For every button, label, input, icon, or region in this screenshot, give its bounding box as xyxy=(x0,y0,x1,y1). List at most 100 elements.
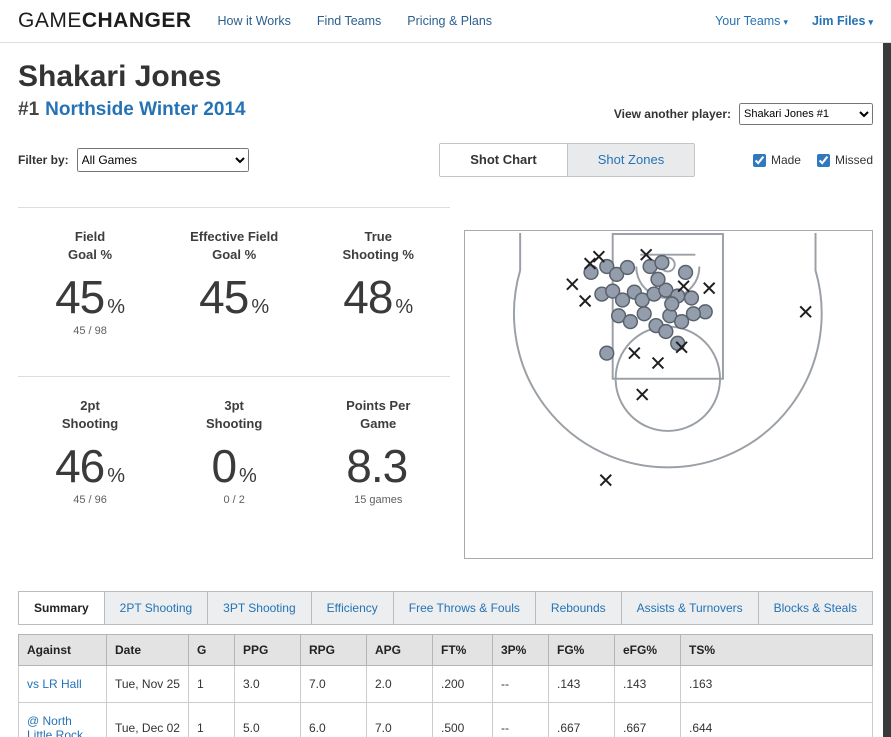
games-table: Against Date G PPG RPG APG FT% 3P% FG% e… xyxy=(18,634,873,737)
col-header-fgpct: FG% xyxy=(548,634,615,666)
logo-text-secondary: CHANGER xyxy=(81,9,192,32)
cell-rpg: 6.0 xyxy=(300,702,367,737)
view-another-label: View another player: xyxy=(613,107,731,121)
made-shot-marker xyxy=(620,259,636,276)
made-shot-marker xyxy=(686,306,702,322)
scrollbar[interactable] xyxy=(883,43,891,737)
stats-row-1: Field Goal % 45% 45 / 98 Effective Field… xyxy=(18,207,451,376)
missed-checkbox-label[interactable]: Missed xyxy=(816,153,873,167)
chevron-down-icon: ▾ xyxy=(868,17,873,27)
stat-field-goal-pct: Field Goal % 45% 45 / 98 xyxy=(18,228,162,338)
shot-chart-toggle[interactable]: Shot Chart xyxy=(439,144,567,176)
col-header-against: Against xyxy=(18,634,107,666)
made-missed-filters: Made Missed xyxy=(752,153,873,167)
missed-shot-marker xyxy=(584,257,597,270)
col-header-rpg: RPG xyxy=(300,634,367,666)
games-filter-select[interactable]: All Games xyxy=(76,148,249,172)
missed-shot-marker xyxy=(640,248,653,261)
stat-subtext: 45 / 96 xyxy=(73,494,107,506)
stat-unit: % xyxy=(251,296,270,318)
opponent-link[interactable]: @ North Little Rock xyxy=(18,702,107,737)
tab-3pt-shooting[interactable]: 3PT Shooting xyxy=(207,591,312,625)
made-shot-marker xyxy=(654,254,670,271)
made-shot-marker xyxy=(674,314,690,330)
stat-number: 45 xyxy=(199,271,249,323)
user-name-label: Jim Files xyxy=(811,14,866,28)
stat-unit: % xyxy=(239,465,257,487)
made-shot-marker xyxy=(658,282,674,298)
cell-ftpct: .200 xyxy=(432,665,493,703)
col-header-efgpct: eFG% xyxy=(614,634,681,666)
player-select[interactable]: Shakari Jones #1 xyxy=(739,103,873,125)
tab-summary[interactable]: Summary xyxy=(18,591,105,625)
missed-shot-marker xyxy=(579,294,592,308)
your-teams-menu[interactable]: Your Teams ▾ xyxy=(715,14,788,28)
made-shot-marker xyxy=(658,323,674,340)
missed-shot-marker xyxy=(593,250,606,263)
team-link[interactable]: Northside Winter 2014 xyxy=(45,99,246,120)
cell-ppg: 5.0 xyxy=(234,702,301,737)
tab-2pt-shooting[interactable]: 2PT Shooting xyxy=(103,591,209,625)
page-title: Shakari Jones xyxy=(18,60,222,93)
cell-ppg: 3.0 xyxy=(234,665,301,703)
player-subtitle: #1 Northside Winter 2014 xyxy=(18,99,873,121)
user-menu[interactable]: Jim Files ▾ xyxy=(812,14,873,28)
made-shot-marker xyxy=(664,296,680,312)
missed-shot-marker xyxy=(652,356,665,370)
cell-date: Tue, Nov 25 xyxy=(106,665,189,703)
tab-rebounds[interactable]: Rebounds xyxy=(534,591,622,625)
nav-link-pricing-plans[interactable]: Pricing & Plans xyxy=(407,14,493,28)
stat-number: 48 xyxy=(343,271,393,323)
stat-subtext xyxy=(306,325,450,338)
tab-blocks-steals[interactable]: Blocks & Steals xyxy=(757,591,873,625)
tab-assists-turnovers[interactable]: Assists & Turnovers xyxy=(620,591,759,625)
nav-right: Your Teams ▾ Jim Files ▾ xyxy=(715,14,873,28)
shots-layer xyxy=(566,248,813,487)
col-header-tspct: TS% xyxy=(680,634,873,666)
made-checkbox[interactable] xyxy=(752,153,766,167)
missed-shot-marker xyxy=(675,341,689,354)
missed-shot-marker xyxy=(799,305,813,318)
tab-efficiency[interactable]: Efficiency xyxy=(310,591,394,625)
cell-fgpct: .143 xyxy=(548,665,615,703)
made-shot-marker xyxy=(678,264,694,281)
col-header-apg: APG xyxy=(366,634,433,666)
nav-link-find-teams[interactable]: Find Teams xyxy=(316,14,382,28)
missed-shot-marker xyxy=(566,278,579,291)
stat-number: 8.3 xyxy=(346,440,408,492)
stat-subtext xyxy=(162,325,306,338)
stat-value: 46% xyxy=(18,443,162,489)
stat-label: 3pt Shooting xyxy=(205,398,263,431)
stat-number: 0 xyxy=(211,440,237,492)
stat-value: 48% xyxy=(306,274,450,320)
gamechanger-logo[interactable]: GAMECHANGER xyxy=(18,9,192,33)
player-header: Shakari Jones #1 Northside Winter 2014 Vi… xyxy=(0,43,891,125)
your-teams-label: Your Teams xyxy=(715,14,781,28)
filter-row: Filter by: All Games Shot Chart Shot Zon… xyxy=(0,143,891,177)
col-header-3ppct: 3P% xyxy=(492,634,549,666)
stat-unit: % xyxy=(395,296,414,318)
col-header-date: Date xyxy=(106,634,189,666)
stat-number: 46 xyxy=(55,440,105,492)
stat-effective-field-goal-pct: Effective Field Goal % 45% xyxy=(162,228,306,338)
missed-label: Missed xyxy=(834,153,873,167)
made-shot-marker xyxy=(636,306,653,322)
cell-date: Tue, Dec 02 xyxy=(106,702,189,737)
table-row: vs LR Hall Tue, Nov 25 1 3.0 7.0 2.0 .20… xyxy=(18,665,873,703)
cell-g: 1 xyxy=(188,665,235,703)
table-header-row: Against Date G PPG RPG APG FT% 3P% FG% e… xyxy=(18,634,873,666)
made-checkbox-label[interactable]: Made xyxy=(752,153,801,167)
cell-tspct: .644 xyxy=(680,702,873,737)
shot-chart-panel xyxy=(464,230,873,559)
shot-chart-svg xyxy=(513,233,823,487)
tab-free-throws-fouls[interactable]: Free Throws & Fouls xyxy=(392,591,536,625)
shot-zones-toggle[interactable]: Shot Zones xyxy=(566,144,694,176)
nav-link-how-it-works[interactable]: How it Works xyxy=(217,14,291,28)
missed-checkbox[interactable] xyxy=(816,153,830,167)
stat-unit: % xyxy=(107,465,126,487)
stat-label: Effective Field Goal % xyxy=(190,229,279,262)
col-header-g: G xyxy=(188,634,235,666)
stat-label: 2pt Shooting xyxy=(61,398,119,431)
made-shot-marker xyxy=(599,258,615,275)
opponent-link[interactable]: vs LR Hall xyxy=(18,665,107,703)
